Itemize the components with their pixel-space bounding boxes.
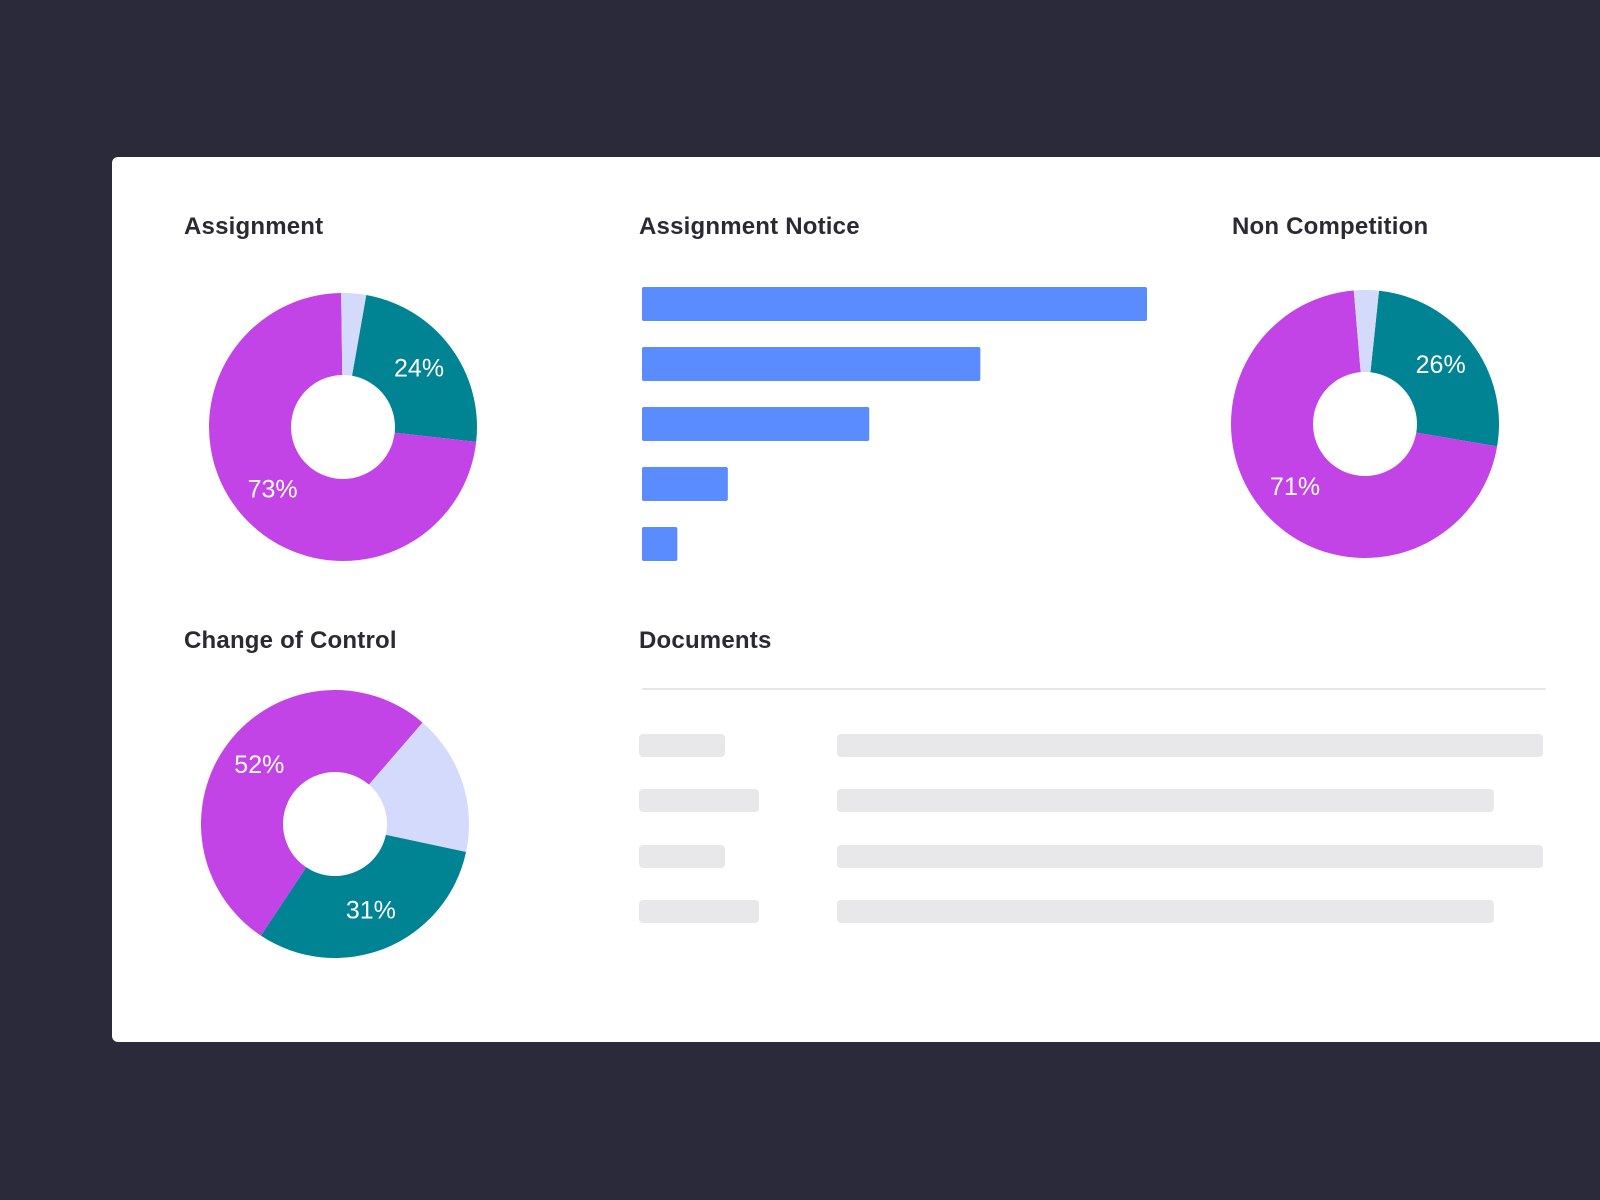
document-row-1-detail-placeholder [837, 734, 1543, 757]
change-of-control-donut-chart: 31% 52% [200, 689, 469, 958]
document-row-2-detail-placeholder [837, 789, 1494, 812]
change-of-control-title: Change of Control [184, 627, 397, 654]
document-row-2-name-placeholder [639, 789, 759, 812]
donut-slice-label-1: 24% [394, 355, 444, 383]
donut-slice-label-2: 71% [1270, 473, 1320, 501]
assignment-notice-title: Assignment Notice [639, 213, 860, 240]
donut-slice-label-1: 31% [346, 897, 396, 925]
donut-slice-1 [260, 834, 467, 958]
donut-slice-3 [341, 293, 367, 376]
documents-divider [642, 688, 1546, 690]
assignment-title: Assignment [184, 213, 324, 240]
donut-slice-1 [1370, 290, 1499, 447]
assignment-notice-bar-chart [642, 287, 1147, 561]
documents-title: Documents [639, 627, 772, 654]
non-competition-donut-chart: 26% 71% [1231, 290, 1499, 558]
non-competition-title: Non Competition [1232, 213, 1429, 240]
document-row-3-name-placeholder [639, 845, 725, 868]
document-row-4-detail-placeholder [837, 900, 1494, 923]
donut-slice-2 [200, 689, 423, 936]
notice-bar-3 [642, 407, 870, 441]
notice-bar-5 [642, 527, 678, 561]
notice-bar-1 [642, 287, 1147, 321]
document-row-4-name-placeholder [639, 900, 759, 923]
dashboard-card: Assignment 24% 73% Assignment Notice Non … [112, 157, 1600, 1042]
donut-slice-label-2: 52% [234, 751, 284, 779]
donut-slice-1 [352, 295, 477, 442]
notice-bar-4 [642, 467, 728, 501]
assignment-donut-chart: 24% 73% [208, 293, 477, 561]
document-row-3-detail-placeholder [837, 845, 1543, 868]
donut-slice-2 [1231, 290, 1498, 558]
donut-slice-2 [208, 293, 477, 561]
document-row-1-name-placeholder [639, 734, 725, 757]
donut-slice-3 [368, 722, 469, 852]
donut-slice-label-2: 73% [248, 475, 298, 503]
donut-slice-3 [1353, 290, 1380, 373]
donut-slice-label-1: 26% [1416, 351, 1466, 379]
notice-bar-2 [642, 347, 981, 381]
